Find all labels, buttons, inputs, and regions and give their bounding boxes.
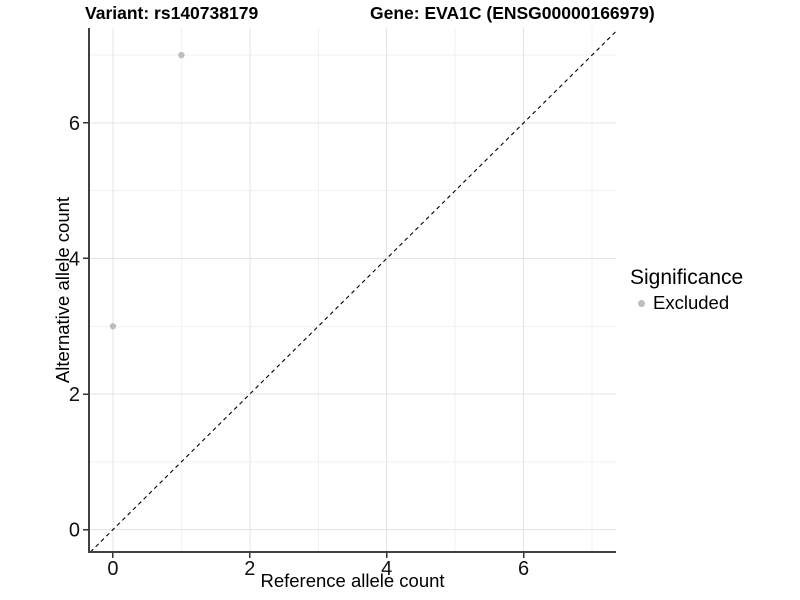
svg-text:4: 4: [381, 558, 392, 580]
legend-title: Significance: [630, 266, 744, 289]
legend-entry: Excluded: [630, 292, 743, 314]
svg-text:6: 6: [518, 558, 529, 580]
svg-text:0: 0: [107, 558, 118, 580]
legend-entry-label: Excluded: [653, 292, 730, 313]
svg-text:2: 2: [244, 558, 255, 580]
svg-text:4: 4: [69, 248, 80, 270]
x-axis-title: Reference allele count: [260, 570, 445, 591]
gene-title: Gene: EVA1C (ENSG00000166979): [370, 3, 655, 23]
svg-text:0: 0: [69, 520, 80, 542]
excluded-point-icon: [638, 299, 645, 307]
variant-title: Variant: rs140738179: [85, 3, 259, 23]
svg-text:2: 2: [69, 384, 80, 406]
y-axis-title: Alternative allele count: [52, 196, 73, 384]
svg-text:6: 6: [69, 113, 80, 135]
legend: Significance Excluded: [630, 264, 743, 314]
